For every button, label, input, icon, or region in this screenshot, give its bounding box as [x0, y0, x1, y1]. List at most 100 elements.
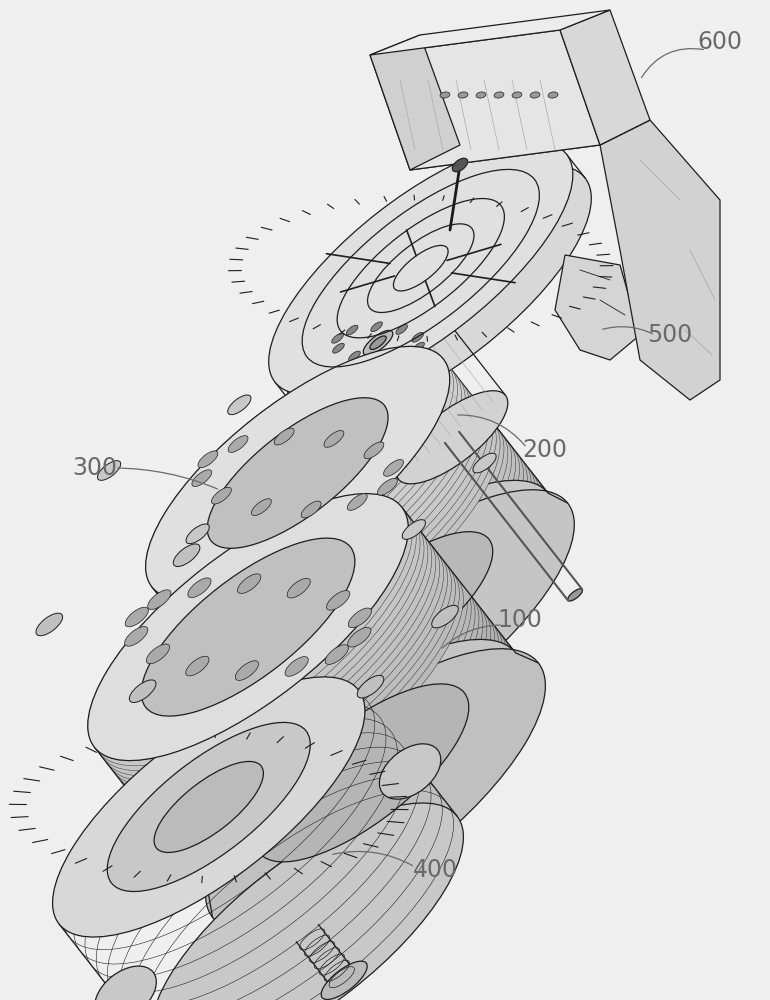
Ellipse shape — [223, 446, 527, 699]
Ellipse shape — [182, 614, 503, 881]
Text: 100: 100 — [497, 608, 542, 632]
Ellipse shape — [413, 342, 424, 352]
Ellipse shape — [198, 451, 218, 468]
Ellipse shape — [52, 677, 365, 937]
Ellipse shape — [228, 395, 251, 415]
Ellipse shape — [103, 514, 424, 781]
Ellipse shape — [238, 574, 261, 593]
Ellipse shape — [146, 644, 169, 664]
Ellipse shape — [188, 578, 211, 598]
Ellipse shape — [216, 436, 520, 689]
Ellipse shape — [88, 494, 408, 761]
Ellipse shape — [325, 645, 348, 664]
Ellipse shape — [176, 386, 480, 639]
Ellipse shape — [148, 590, 171, 609]
Ellipse shape — [204, 421, 508, 674]
Ellipse shape — [141, 538, 355, 716]
Ellipse shape — [149, 351, 454, 605]
Ellipse shape — [95, 504, 417, 771]
Ellipse shape — [153, 356, 457, 610]
Ellipse shape — [347, 494, 367, 510]
Ellipse shape — [174, 604, 495, 871]
Ellipse shape — [107, 519, 428, 786]
Ellipse shape — [219, 441, 524, 694]
Ellipse shape — [202, 639, 522, 906]
Ellipse shape — [186, 524, 209, 544]
Polygon shape — [560, 10, 650, 145]
Ellipse shape — [287, 578, 310, 598]
Ellipse shape — [125, 627, 148, 646]
Ellipse shape — [207, 398, 388, 548]
Ellipse shape — [285, 657, 308, 676]
Ellipse shape — [202, 639, 522, 906]
Ellipse shape — [206, 649, 545, 932]
Ellipse shape — [142, 564, 464, 831]
Ellipse shape — [380, 744, 440, 799]
Ellipse shape — [98, 461, 121, 480]
Polygon shape — [370, 30, 600, 170]
Ellipse shape — [172, 381, 477, 634]
Ellipse shape — [194, 629, 514, 896]
Ellipse shape — [452, 158, 467, 172]
Ellipse shape — [274, 428, 294, 445]
Text: 400: 400 — [413, 858, 457, 882]
Ellipse shape — [348, 608, 371, 628]
Ellipse shape — [135, 554, 456, 821]
Ellipse shape — [228, 436, 248, 452]
Ellipse shape — [154, 761, 263, 852]
Ellipse shape — [165, 371, 469, 624]
Ellipse shape — [198, 634, 518, 901]
Ellipse shape — [227, 451, 531, 704]
Ellipse shape — [250, 480, 554, 734]
Ellipse shape — [200, 416, 504, 669]
Ellipse shape — [269, 142, 573, 395]
Ellipse shape — [396, 391, 508, 484]
Ellipse shape — [212, 431, 516, 684]
Polygon shape — [370, 35, 460, 170]
Ellipse shape — [357, 675, 383, 698]
Ellipse shape — [127, 544, 447, 811]
Ellipse shape — [326, 591, 350, 610]
Ellipse shape — [88, 494, 408, 761]
Ellipse shape — [332, 333, 343, 343]
Polygon shape — [370, 10, 610, 55]
Ellipse shape — [180, 391, 484, 644]
Ellipse shape — [239, 465, 543, 719]
Ellipse shape — [107, 722, 310, 892]
Ellipse shape — [146, 346, 450, 600]
Ellipse shape — [184, 396, 488, 649]
Ellipse shape — [333, 343, 344, 353]
Text: 200: 200 — [523, 438, 567, 462]
Ellipse shape — [243, 470, 547, 724]
Ellipse shape — [112, 524, 432, 791]
Ellipse shape — [151, 803, 464, 1000]
Polygon shape — [410, 120, 650, 170]
Ellipse shape — [530, 92, 540, 98]
Ellipse shape — [146, 346, 450, 600]
Ellipse shape — [119, 534, 440, 801]
Ellipse shape — [383, 460, 403, 476]
Ellipse shape — [373, 354, 385, 364]
Ellipse shape — [287, 165, 591, 418]
Ellipse shape — [208, 426, 512, 679]
Ellipse shape — [349, 351, 360, 361]
Ellipse shape — [255, 490, 574, 756]
Ellipse shape — [346, 325, 358, 335]
Ellipse shape — [36, 613, 62, 636]
Ellipse shape — [188, 401, 492, 654]
Ellipse shape — [162, 589, 483, 856]
Ellipse shape — [131, 549, 451, 816]
Ellipse shape — [231, 456, 535, 709]
Ellipse shape — [123, 539, 444, 806]
Ellipse shape — [139, 559, 460, 826]
Ellipse shape — [324, 431, 344, 447]
Text: 300: 300 — [72, 456, 118, 480]
Ellipse shape — [212, 487, 231, 504]
Ellipse shape — [196, 411, 500, 664]
Ellipse shape — [494, 92, 504, 98]
Ellipse shape — [364, 442, 384, 459]
Ellipse shape — [161, 366, 465, 620]
Ellipse shape — [363, 330, 393, 355]
Ellipse shape — [116, 529, 436, 796]
Ellipse shape — [190, 624, 511, 891]
